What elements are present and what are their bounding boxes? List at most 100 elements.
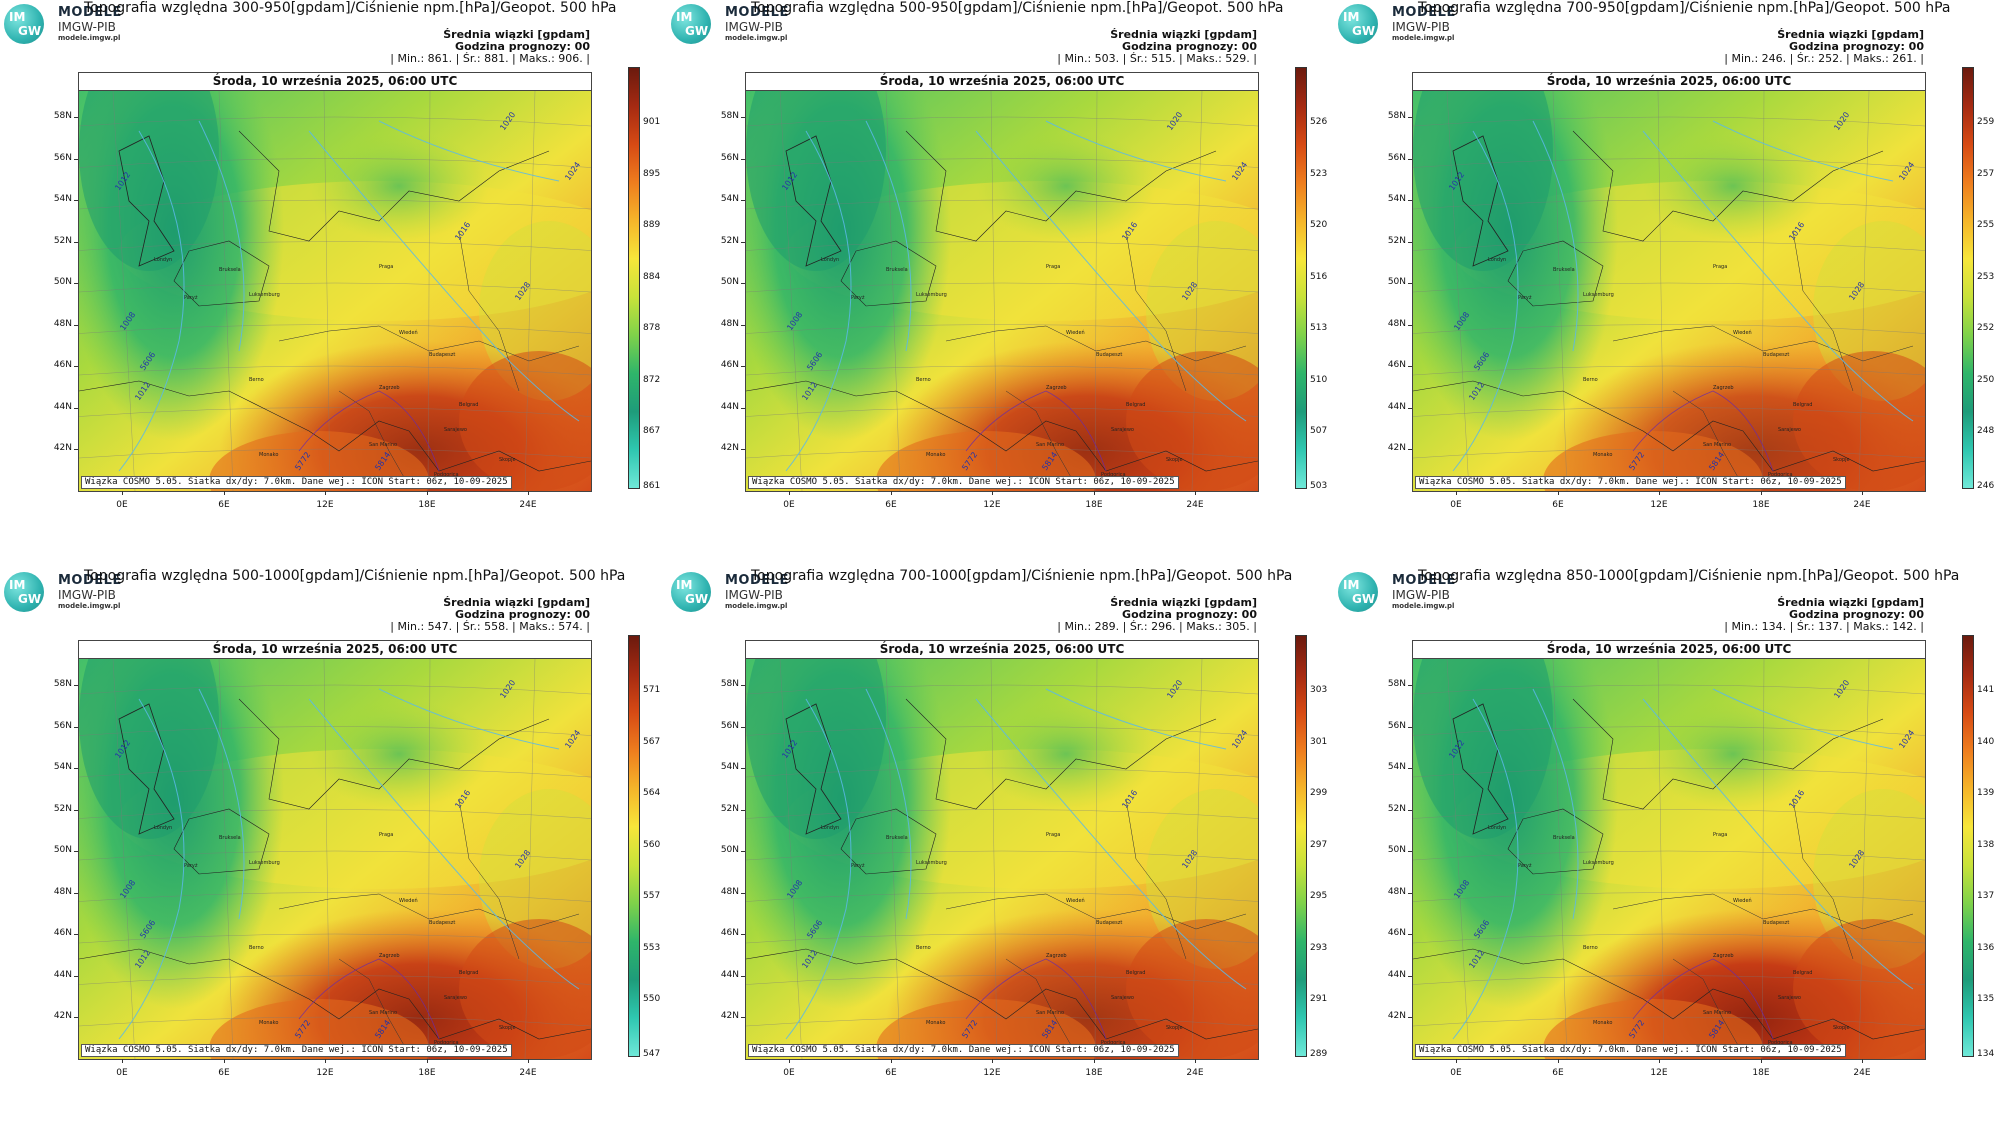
logo-url: modele.imgw.pl	[725, 602, 788, 610]
latitude-tick	[1408, 685, 1412, 686]
forecast-date: Środa, 10 września 2025, 06:00 UTC	[1413, 641, 1925, 659]
latitude-label: 58N	[1387, 679, 1406, 689]
city-label: Monako	[926, 1020, 945, 1026]
city-label: Skopje	[1166, 1025, 1183, 1031]
latitude-tick	[1408, 1017, 1412, 1018]
city-label: Budapeszt	[429, 920, 455, 926]
city-label: Bruksela	[219, 835, 241, 841]
latitude-label: 42N	[53, 443, 72, 453]
latitude-label: 50N	[53, 845, 72, 855]
latitude-label: 48N	[53, 886, 72, 897]
city-label: Londyn	[1488, 825, 1506, 831]
city-label: Budapeszt	[1763, 920, 1789, 926]
latitude-label: 50N	[1387, 845, 1406, 855]
latitude-tick	[741, 200, 745, 201]
model-footer-note: Wiązka COSMO 5.05. Siatka dx/dy: 7.0km. …	[748, 476, 1179, 489]
latitude-tick	[741, 324, 745, 326]
latitude-tick	[74, 768, 78, 769]
longitude-label: 24E	[1853, 500, 1871, 510]
latitude-tick	[74, 1017, 78, 1018]
city-label: Podgorica	[1768, 1040, 1793, 1046]
forecast-panel: IM GW MODELE IMGW-PIB modele.imgw.pl Topograf…	[667, 0, 1334, 568]
imgw-logo-icon: IM GW	[671, 572, 711, 612]
latitude-label: 42N	[720, 443, 739, 453]
logo-sub: IMGW-PIB	[725, 20, 783, 34]
stats-info: Średnia wiązki [gpdam] Godzina prognozy: …	[1724, 29, 1924, 65]
city-label: Belgrad	[1793, 402, 1812, 408]
latitude-tick	[1408, 324, 1412, 326]
colorbar-label: 141	[1977, 685, 1995, 695]
forecast-date: Środa, 10 września 2025, 06:00 UTC	[79, 641, 591, 659]
latitude-tick	[1408, 366, 1412, 367]
city-label: San Marino	[1036, 442, 1064, 448]
info-forecast-hour: Godzina prognozy: 00	[1789, 608, 1924, 621]
model-footer-note: Wiązka COSMO 5.05. Siatka dx/dy: 7.0km. …	[81, 1044, 512, 1057]
colorbar-label: 901	[643, 117, 661, 127]
longitude-tick	[1862, 491, 1863, 495]
city-label: Wiedeń	[1066, 897, 1085, 904]
latitude-label: 58N	[720, 111, 739, 121]
city-label: Luksemburg	[249, 860, 280, 866]
latitude-tick	[74, 726, 78, 728]
longitude-tick	[1195, 491, 1196, 495]
city-label: Wiedeń	[399, 897, 418, 904]
city-label: Sarajewo	[444, 427, 467, 433]
city-label: Zagrzeb	[379, 385, 400, 391]
city-label: Londyn	[154, 257, 172, 263]
city-label: Paryż	[184, 295, 198, 301]
latitude-label: 52N	[1387, 803, 1406, 814]
logo-text: MODELE IMGW-PIB modele.imgw.pl	[725, 6, 789, 42]
logo-main: MODELE	[725, 5, 789, 20]
latitude-tick	[74, 241, 78, 243]
city-label: Skopje	[1166, 457, 1183, 463]
colorbar-label: 295	[1310, 891, 1328, 901]
latitude-label: 48N	[1387, 886, 1406, 897]
colorbar-label: 257	[1977, 168, 1995, 179]
latitude-label: 54N	[53, 194, 72, 204]
longitude-label: 0E	[116, 500, 128, 510]
colorbar-label: 510	[1310, 374, 1328, 385]
logo-circle-bottom: GW	[685, 592, 709, 606]
longitude-tick	[1558, 1059, 1559, 1063]
colorbar-label: 255	[1977, 220, 1995, 230]
latitude-tick	[741, 726, 745, 728]
latitude-tick	[741, 892, 745, 894]
colorbar-label: 550	[643, 994, 661, 1004]
info-mean-label: Średnia wiązki [gpdam]	[443, 28, 590, 41]
colorbar-label: 297	[1310, 839, 1328, 850]
latitude-label: 56N	[1387, 152, 1406, 163]
latitude-tick	[741, 366, 745, 367]
city-label: San Marino	[1703, 442, 1731, 448]
city-label: Skopje	[1833, 1025, 1850, 1031]
colorbar-label: 567	[643, 736, 661, 747]
colorbar-label: 560	[643, 839, 661, 850]
latitude-label: 54N	[720, 194, 739, 204]
logo-text: MODELE IMGW-PIB modele.imgw.pl	[58, 6, 122, 42]
latitude-label: 48N	[720, 318, 739, 329]
colorbar-label: 889	[643, 220, 661, 230]
logo-sub: IMGW-PIB	[58, 588, 116, 602]
colorbar-label: 303	[1310, 685, 1328, 695]
longitude-label: 6E	[885, 1068, 897, 1078]
longitude-tick	[1456, 1059, 1457, 1063]
colorbar-label: 513	[1310, 323, 1328, 333]
latitude-tick	[1408, 407, 1412, 409]
city-label: Londyn	[154, 825, 172, 831]
city-label: Praga	[379, 264, 393, 270]
longitude-tick	[1659, 1059, 1660, 1063]
longitude-tick	[1862, 1059, 1863, 1063]
colorbar-label: 520	[1310, 220, 1328, 230]
longitude-tick	[122, 491, 123, 495]
logo-sub: IMGW-PIB	[58, 20, 116, 34]
longitude-label: 18E	[418, 500, 436, 510]
longitude-label: 6E	[1552, 1068, 1564, 1078]
city-label: Skopje	[499, 457, 516, 463]
longitude-label: 24E	[519, 500, 537, 510]
latitude-tick	[1408, 768, 1412, 769]
city-label: Sarajewo	[1778, 995, 1801, 1001]
latitude-label: 56N	[720, 152, 739, 163]
city-label: Zagrzeb	[379, 953, 400, 959]
forecast-date: Środa, 10 września 2025, 06:00 UTC	[746, 641, 1258, 659]
latitude-tick	[741, 809, 745, 811]
